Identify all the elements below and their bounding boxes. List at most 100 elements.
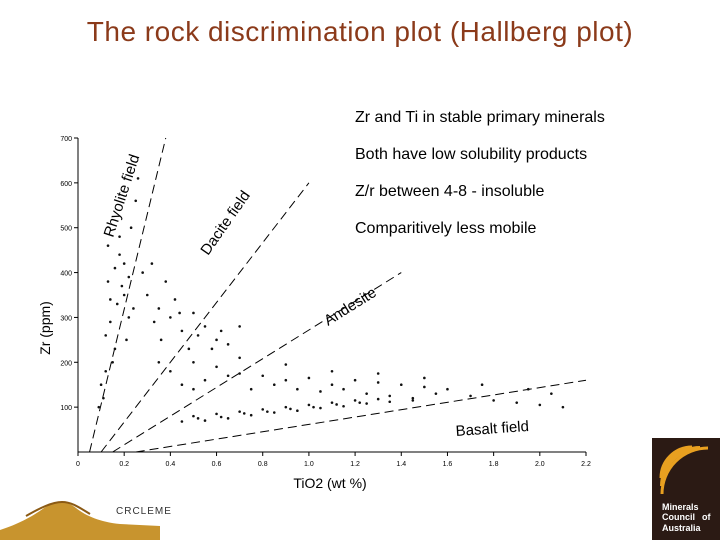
data-point (192, 414, 195, 418)
minerals-council-logo: Minerals Council of Australia (652, 438, 720, 540)
y-tick-label: 600 (60, 181, 72, 188)
field-boundary-line (112, 272, 402, 453)
data-point (411, 396, 415, 400)
data-point (399, 383, 403, 387)
data-point (97, 405, 101, 409)
data-point (203, 378, 207, 382)
data-point (261, 408, 265, 411)
data-point (134, 199, 138, 203)
data-point (157, 360, 161, 364)
data-point (113, 347, 117, 351)
field-boundary-line (100, 182, 310, 453)
data-point (335, 403, 338, 406)
field-boundary-line (89, 137, 167, 453)
data-point (109, 320, 112, 324)
crc-logo-text: CRCLEME (116, 506, 172, 517)
data-point (376, 381, 380, 384)
data-point (125, 338, 128, 342)
x-tick-label: 1.6 (443, 461, 453, 468)
data-point (353, 378, 357, 382)
data-point (120, 284, 124, 288)
x-tick-label: 1.4 (396, 461, 406, 468)
data-point (196, 417, 200, 420)
field-label-andesite: Andesite (321, 284, 380, 329)
data-point (365, 392, 368, 395)
data-point (118, 235, 121, 238)
x-tick-label: 0.6 (212, 461, 222, 468)
data-point (203, 325, 207, 328)
data-point (342, 387, 345, 391)
plot-axes (77, 138, 586, 453)
tick-labels: 0 0.2 0.4 0.6 0.8 1.0 1.2 1.4 1.6 1.8 2.0 2.2 100 200… (60, 136, 591, 468)
data-point (215, 338, 218, 342)
data-point (319, 406, 322, 410)
data-points (97, 177, 565, 423)
data-point (129, 226, 133, 230)
data-point (376, 397, 380, 401)
data-point (365, 402, 368, 405)
data-point (99, 383, 103, 387)
bullet-item: Zr and Ti in stable primary minerals (355, 109, 605, 126)
data-point (180, 420, 184, 423)
data-point (284, 363, 288, 366)
bullet-item: Comparitively less mobile (355, 220, 537, 237)
data-point (330, 383, 334, 387)
field-label-rhyolite: Rhyolite field (101, 152, 144, 239)
data-point (423, 376, 426, 380)
data-point (178, 311, 181, 315)
data-point (219, 329, 223, 333)
data-point (219, 415, 223, 419)
mca-logo-line: of (702, 512, 711, 522)
data-point (469, 394, 472, 398)
data-point (132, 307, 135, 310)
data-point (312, 405, 315, 409)
x-tick-label: 0.8 (258, 461, 268, 468)
data-point (122, 262, 126, 265)
data-point (353, 399, 357, 402)
y-tick-label: 500 (60, 226, 72, 233)
field-label-dacite: Dacite field (197, 188, 253, 259)
data-point (118, 253, 121, 256)
data-point (180, 329, 184, 333)
x-tick-label: 0 (76, 461, 80, 468)
bullet-list: Zr and Ti in stable primary minerals Bot… (355, 104, 695, 252)
data-point (330, 401, 334, 404)
y-tick-label: 100 (60, 405, 72, 412)
data-point (226, 374, 230, 378)
data-point (284, 405, 288, 409)
mca-logo-line: Minerals (662, 502, 699, 512)
data-point (238, 356, 241, 360)
data-point (249, 387, 253, 391)
data-point (289, 407, 292, 411)
data-point (296, 409, 299, 413)
data-point (111, 360, 114, 364)
y-tick-label: 200 (60, 360, 72, 367)
x-tick-label: 1.0 (304, 461, 314, 468)
data-point (157, 307, 161, 310)
x-tick-label: 2.2 (581, 461, 591, 468)
data-point (515, 401, 519, 404)
data-point (192, 387, 195, 391)
mca-logo-line: Council (662, 512, 695, 522)
hallberg-plot: 0 0.2 0.4 0.6 0.8 1.0 1.2 1.4 1.6 1.8 2.0 2.2 100 200… (37, 136, 591, 491)
data-point (109, 298, 112, 301)
data-point (180, 383, 184, 387)
data-point (169, 369, 172, 373)
data-point (376, 372, 380, 375)
mca-logo-line: Australia (662, 523, 702, 533)
data-point (423, 385, 426, 389)
data-point (238, 410, 241, 413)
x-axis-label: TiO2 (wt %) (293, 475, 366, 491)
data-point (122, 293, 126, 297)
data-point (106, 280, 110, 283)
data-point (538, 403, 542, 407)
data-point (226, 417, 230, 420)
crc-leme-logo: CRCLEME (0, 500, 172, 540)
x-tick-label: 1.2 (350, 461, 360, 468)
data-point (242, 412, 246, 415)
data-point (272, 383, 276, 387)
data-point (187, 347, 191, 351)
data-point (102, 396, 105, 400)
data-point (104, 334, 108, 337)
bullet-item: Z/r between 4-8 - insoluble (355, 183, 545, 200)
